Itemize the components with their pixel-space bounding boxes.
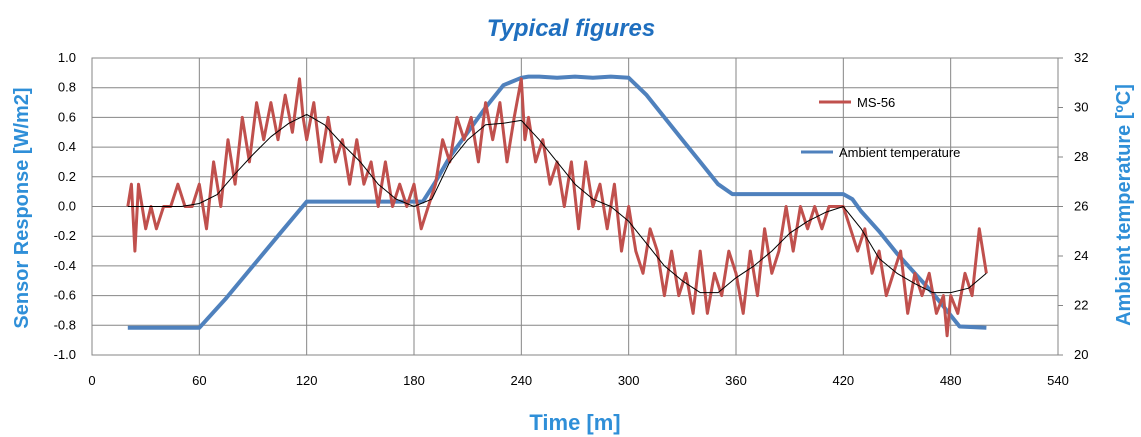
series-line-temperature <box>127 74 987 330</box>
legend-label-ms56: MS-56 <box>857 95 895 110</box>
y-left-tick-label: -0.4 <box>54 258 76 273</box>
y-left-tick-label: 0.0 <box>58 199 76 214</box>
x-tick-label: 240 <box>510 373 532 388</box>
y-right-tick-label: 20 <box>1074 347 1088 362</box>
legend-label-temperature: Ambient temperature <box>839 145 960 160</box>
x-tick-label: 420 <box>832 373 854 388</box>
y-left-tick-label: 1.0 <box>58 50 76 65</box>
y-right-tick-label: 28 <box>1074 149 1088 164</box>
x-axis-ticks: 0 60 120 180 240 300 360 420 480 540 <box>88 373 1068 388</box>
legend: MS-56 Ambient temperature <box>801 95 960 160</box>
y-left-tick-label: 0.8 <box>58 80 76 95</box>
y-left-tick-label: 0.4 <box>58 139 76 154</box>
y-right-tick-label: 24 <box>1074 248 1088 263</box>
y-right-tick-label: 32 <box>1074 50 1088 65</box>
y-left-tick-label: -0.8 <box>54 317 76 332</box>
series-lines <box>126 74 988 338</box>
x-tick-label: 0 <box>88 373 95 388</box>
chart-title: Typical figures <box>487 15 656 42</box>
y-right-tick-label: 22 <box>1074 298 1088 313</box>
y-left-tick-label: 0.6 <box>58 109 76 124</box>
y-left-tick-label: 0.2 <box>58 169 76 184</box>
y-left-tick-label: -0.6 <box>54 288 76 303</box>
y-right-tick-label: 26 <box>1074 199 1088 214</box>
x-tick-label: 300 <box>618 373 640 388</box>
x-axis-title: Time [m] <box>529 410 620 435</box>
y-right-axis-ticks: 32 30 28 26 24 22 20 <box>1058 50 1088 362</box>
y-left-tick-label: -0.2 <box>54 228 76 243</box>
x-tick-label: 480 <box>940 373 962 388</box>
y-left-axis-ticks: 1.0 0.8 0.6 0.4 0.2 0.0 -0.2 -0.4 -0.6 -0.8 -1.0 <box>54 50 76 362</box>
x-tick-label: 120 <box>296 373 318 388</box>
x-tick-label: 180 <box>403 373 425 388</box>
x-tick-label: 360 <box>725 373 747 388</box>
y-left-axis-title: Sensor Response [W/m2] <box>11 87 33 328</box>
x-tick-label: 540 <box>1047 373 1069 388</box>
y-left-tick-label: -1.0 <box>54 347 76 362</box>
y-right-axis-title: Ambient temperature [ºC] <box>1113 84 1135 326</box>
x-tick-label: 60 <box>192 373 206 388</box>
series-line-trend <box>127 113 987 294</box>
y-right-tick-label: 30 <box>1074 100 1088 115</box>
